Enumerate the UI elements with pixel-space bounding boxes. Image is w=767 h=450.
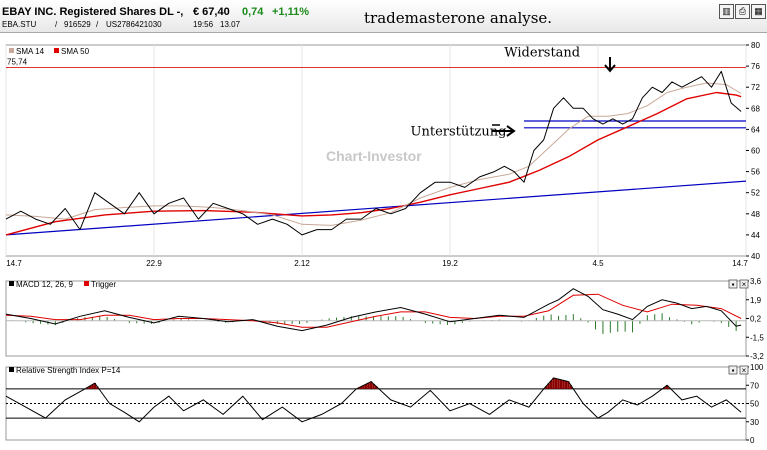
- date-tick-label: 14.7: [6, 259, 22, 268]
- rsi-tick-label: 70: [750, 381, 759, 390]
- chart-view-icon[interactable]: ▥: [719, 4, 734, 19]
- panel-control-glyph: ▪: [732, 366, 735, 375]
- legend-sma50: SMA 50: [61, 47, 90, 56]
- panel-close-icon: [739, 365, 749, 375]
- annotation-widerstand: Widerstand: [504, 46, 580, 61]
- quote-time: 19:56: [193, 20, 214, 29]
- security-name: EBAY INC. Registered Shares DL -,: [2, 6, 184, 18]
- date-tick-label: 4.5: [592, 259, 604, 268]
- macd-tick-label: 1,9: [750, 296, 762, 305]
- isin: US2786421030: [106, 20, 162, 29]
- grid-icon[interactable]: ▦: [751, 4, 766, 19]
- arrow-right-icon: [492, 125, 516, 137]
- price-tick-label: 76: [751, 62, 760, 71]
- macd-tick-label: 0,2: [750, 315, 762, 324]
- rsi-tick-label: 50: [750, 400, 759, 409]
- rsi-line: [5, 377, 742, 423]
- rsi-tick-label: 100: [750, 363, 764, 372]
- price-tick-label: 48: [751, 210, 760, 219]
- legend-macd-swatch: [9, 281, 14, 286]
- panel-control-glyph: ▪: [732, 280, 735, 289]
- exchange-symbol: EBA.STU: [2, 20, 37, 29]
- macd-trigger-line: [5, 293, 742, 328]
- quote-date: 13.07: [220, 20, 241, 29]
- panel-settings-icon: [728, 279, 738, 289]
- legend-trigger: Trigger: [91, 280, 116, 289]
- price-change: 0,74: [242, 6, 264, 18]
- price-tick-label: 52: [751, 189, 760, 198]
- last-price: € 67,40: [193, 6, 230, 18]
- price-panel: [5, 44, 747, 257]
- macd-tick-label: 3,6: [750, 277, 762, 286]
- chart-watermark: Chart-Investor: [326, 148, 422, 164]
- price-tick-label: 60: [751, 147, 760, 156]
- wkn-sep-1: /: [55, 20, 58, 29]
- price-tick-label: 80: [751, 41, 760, 50]
- support-trend-line: [5, 180, 747, 236]
- series-line-sma-50: [5, 91, 742, 236]
- date-tick-label: 19.2: [442, 259, 458, 268]
- print-icon[interactable]: ⎙: [735, 4, 750, 19]
- legend-sma14-swatch: [9, 48, 14, 53]
- price-tick-label: 40: [751, 252, 760, 261]
- panel-close-icon: [739, 279, 749, 289]
- date-tick-label: 14.7: [732, 259, 748, 268]
- panel-settings-icon: [728, 365, 738, 375]
- brand-title: trademasterone analyse.: [364, 9, 553, 27]
- date-tick-label: 2.12: [294, 259, 310, 268]
- wkn-sep-2: /: [96, 20, 99, 29]
- price-tick-label: 68: [751, 104, 760, 113]
- panel-control-glyph: ×: [742, 280, 747, 289]
- resistance-value-label: 75,74: [7, 57, 28, 66]
- legend-trigger-swatch: [84, 281, 89, 286]
- macd-tick-label: -1,5: [750, 333, 764, 342]
- series-line-kurs: [5, 70, 742, 236]
- legend-rsi: Relative Strength Index P=14: [16, 366, 121, 375]
- legend-sma50-swatch: [54, 48, 59, 53]
- macd-line: [5, 288, 742, 332]
- price-tick-label: 44: [751, 231, 760, 240]
- arrow-down-icon: [604, 57, 616, 73]
- legend-macd: MACD 12, 26, 9: [16, 280, 73, 289]
- macd-panel: [5, 280, 747, 357]
- price-change-percent: +1,11%: [272, 6, 310, 18]
- chart-header: EBAY INC. Registered Shares DL -, € 67,4…: [0, 0, 767, 33]
- price-tick-label: 64: [751, 125, 760, 134]
- rsi-tick-label: 0: [750, 436, 755, 445]
- annotation-unterstuetzung: Unterstützung: [411, 125, 507, 140]
- macd-tick-label: -3,2: [750, 352, 764, 361]
- wkn: 916529: [64, 20, 91, 29]
- price-tick-label: 72: [751, 83, 760, 92]
- legend-sma14: SMA 14: [16, 47, 45, 56]
- date-tick-label: 22.9: [146, 259, 162, 268]
- panel-control-glyph: ×: [742, 366, 747, 375]
- price-tick-label: 56: [751, 168, 760, 177]
- rsi-tick-label: 30: [750, 418, 759, 427]
- legend-rsi-swatch: [9, 367, 14, 372]
